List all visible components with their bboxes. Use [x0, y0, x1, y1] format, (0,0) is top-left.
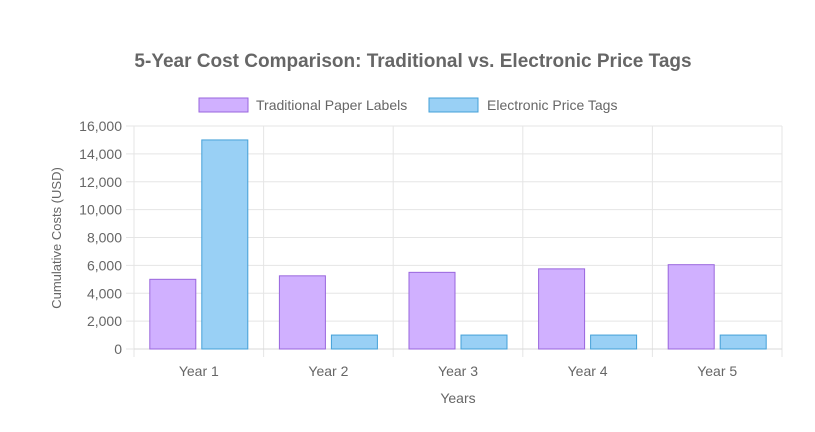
bars [149, 139, 767, 350]
bar-electronic [330, 334, 378, 350]
y-tick-label: 10,000 [79, 202, 122, 218]
y-tick-label: 4,000 [87, 285, 122, 301]
y-tick-label: 6,000 [87, 257, 122, 273]
y-tick-label: 0 [114, 341, 122, 357]
x-tick-label: Year 3 [438, 363, 478, 379]
y-tick-label: 16,000 [79, 118, 122, 134]
legend-label: Electronic Price Tags [487, 97, 617, 113]
bar-electronic [590, 334, 638, 350]
bar-electronic [719, 334, 767, 350]
legend: Traditional Paper Labels Electronic Price… [198, 97, 617, 113]
bar-traditional [538, 268, 586, 350]
x-axis-label: Years [440, 390, 475, 406]
y-tick-label: 8,000 [87, 230, 122, 246]
bar-electronic [201, 139, 249, 350]
bar-traditional [667, 264, 715, 350]
y-tick-label: 2,000 [87, 313, 122, 329]
x-tick-label: Year 4 [568, 363, 608, 379]
x-axis-ticks: Year 1 Year 2 Year 3 Year 4 Year 5 [179, 363, 738, 379]
bar-traditional [149, 278, 197, 350]
bar-electronic [460, 334, 508, 350]
bar-traditional [408, 271, 456, 350]
legend-swatch [198, 97, 249, 113]
legend-swatch [428, 97, 479, 113]
y-tick-label: 12,000 [79, 174, 122, 190]
y-axis-label: Cumulative Costs (USD) [49, 167, 64, 309]
legend-label: Traditional Paper Labels [256, 97, 407, 113]
chart-title: 5-Year Cost Comparison: Traditional vs. … [134, 51, 691, 72]
bar-traditional [278, 275, 326, 350]
x-tick-label: Year 1 [179, 363, 219, 379]
y-axis-ticks: 0 2,000 4,000 6,000 8,000 10,000 12,000 14,000 1… [79, 118, 122, 357]
x-tick-label: Year 2 [308, 363, 348, 379]
x-tick-label: Year 5 [697, 363, 737, 379]
y-tick-label: 14,000 [79, 146, 122, 162]
